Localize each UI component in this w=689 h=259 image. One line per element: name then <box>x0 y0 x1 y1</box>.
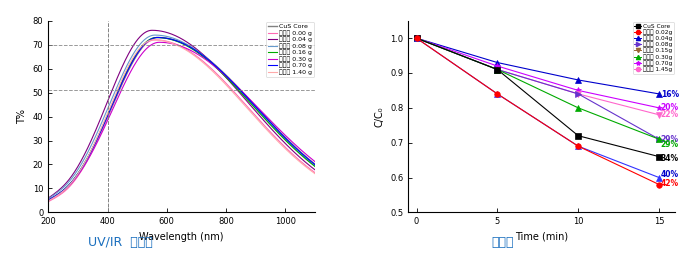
분산제 0.16 g <box>305 160 313 163</box>
분산제 0.16 g <box>173 40 181 43</box>
Line: 분산제 0.70 g: 분산제 0.70 g <box>48 38 315 200</box>
분산제 0.30 g <box>263 116 271 119</box>
분산제 0.70 g <box>44 199 52 202</box>
분산제 0.30 g <box>203 59 212 62</box>
Text: 22%: 22% <box>661 110 679 119</box>
분산제 1.40 g <box>173 44 181 47</box>
분산제 0.16 g <box>311 165 319 168</box>
분산제 0.70 g <box>189 47 197 50</box>
분산제 0.70 g <box>172 39 180 42</box>
분산제 0.08 g <box>263 119 271 123</box>
분산제 0.08 g <box>173 38 181 41</box>
분산제 0.04 g <box>189 45 197 48</box>
Text: 29%: 29% <box>661 140 679 149</box>
Text: 20%: 20% <box>661 103 679 112</box>
X-axis label: Wavelength (nm): Wavelength (nm) <box>139 232 224 242</box>
분산제 0.30 g <box>311 160 319 163</box>
분산제 0.00 g <box>151 38 159 41</box>
분산제 0.00 g <box>172 42 180 46</box>
분산제 0.00 g <box>203 64 212 67</box>
Text: 40%: 40% <box>661 170 679 178</box>
X-axis label: Time (min): Time (min) <box>515 232 568 242</box>
분산제 0.08 g <box>311 164 319 168</box>
Legend: CuS Core, 분산제 0.02g, 분산제 0.04g, 분산제 0.08g, 분산제 0.15g, 분산제 0.30g, 분산제 0.70g, 분산제 : CuS Core, 분산제 0.02g, 분산제 0.04g, 분산제 0.08… <box>633 22 674 74</box>
CuS Core <box>311 163 319 166</box>
분산제 0.30 g <box>44 199 52 202</box>
분산제 1.40 g <box>189 53 197 56</box>
Legend: CuS Core, 분산제 0.00 g, 분산제 0.04 g, 분산제 0.08 g, 분산제 0.16 g, 분산제 0.30 g, 분산제 0.70 g: CuS Core, 분산제 0.00 g, 분산제 0.04 g, 분산제 0.… <box>266 22 313 77</box>
분산제 0.30 g <box>173 43 181 46</box>
분산제 0.00 g <box>311 171 319 174</box>
CuS Core <box>172 39 180 42</box>
CuS Core <box>173 39 181 42</box>
Y-axis label: C/C₀: C/C₀ <box>375 106 384 127</box>
분산제 0.08 g <box>151 34 159 37</box>
분산제 0.04 g <box>172 34 180 37</box>
분산제 0.04 g <box>148 29 156 32</box>
분산제 0.70 g <box>173 39 181 42</box>
CuS Core <box>44 199 52 202</box>
CuS Core <box>154 36 162 39</box>
Y-axis label: T%: T% <box>17 109 27 124</box>
분산제 0.16 g <box>44 199 52 202</box>
Text: 16%: 16% <box>661 90 679 99</box>
분산제 0.30 g <box>155 41 163 44</box>
CuS Core <box>189 47 197 50</box>
분산제 0.00 g <box>173 43 181 46</box>
CuS Core <box>203 57 212 60</box>
Line: 분산제 1.40 g: 분산제 1.40 g <box>48 40 315 201</box>
분산제 0.08 g <box>172 37 180 40</box>
분산제 1.40 g <box>172 43 180 46</box>
Text: 34%: 34% <box>661 154 679 163</box>
분산제 0.30 g <box>172 43 180 46</box>
분산제 0.04 g <box>263 123 271 126</box>
분산제 0.70 g <box>263 118 271 121</box>
분산제 0.00 g <box>305 167 313 170</box>
분산제 0.04 g <box>203 57 212 60</box>
분산제 0.30 g <box>189 50 197 53</box>
CuS Core <box>263 117 271 120</box>
분산제 1.40 g <box>305 168 313 171</box>
분산제 1.40 g <box>263 129 271 132</box>
분산제 0.70 g <box>203 57 212 61</box>
분산제 0.16 g <box>172 39 180 42</box>
Line: 분산제 0.16 g: 분산제 0.16 g <box>48 38 315 200</box>
분산제 1.40 g <box>44 199 52 203</box>
분산제 0.70 g <box>153 36 161 39</box>
분산제 0.00 g <box>189 52 197 55</box>
분산제 0.00 g <box>44 200 52 203</box>
분산제 0.08 g <box>203 57 212 61</box>
Text: 광촉매: 광촉매 <box>492 236 514 249</box>
Line: CuS Core: CuS Core <box>48 38 315 200</box>
분산제 0.04 g <box>44 197 52 200</box>
분산제 0.00 g <box>263 127 271 131</box>
분산제 0.08 g <box>305 160 313 163</box>
분산제 0.16 g <box>263 120 271 123</box>
분산제 0.04 g <box>305 164 313 167</box>
Line: 분산제 0.30 g: 분산제 0.30 g <box>48 42 315 200</box>
Text: 29%: 29% <box>661 135 679 144</box>
분산제 0.08 g <box>189 47 197 50</box>
분산제 0.16 g <box>203 59 212 62</box>
Line: 분산제 0.04 g: 분산제 0.04 g <box>48 30 315 198</box>
분산제 1.40 g <box>150 38 158 41</box>
분산제 1.40 g <box>203 65 212 68</box>
분산제 0.04 g <box>173 35 181 38</box>
Text: UV/IR  투과도: UV/IR 투과도 <box>88 236 153 249</box>
분산제 0.70 g <box>305 159 313 162</box>
분산제 0.16 g <box>189 48 197 51</box>
Text: 42%: 42% <box>661 179 679 188</box>
분산제 0.30 g <box>305 155 313 159</box>
Line: 분산제 0.00 g: 분산제 0.00 g <box>48 40 315 202</box>
분산제 0.08 g <box>44 197 52 200</box>
CuS Core <box>305 158 313 161</box>
분산제 0.04 g <box>311 168 319 171</box>
분산제 0.16 g <box>153 36 161 39</box>
분산제 1.40 g <box>311 172 319 175</box>
분산제 0.70 g <box>311 163 319 166</box>
Line: 분산제 0.08 g: 분산제 0.08 g <box>48 35 315 199</box>
